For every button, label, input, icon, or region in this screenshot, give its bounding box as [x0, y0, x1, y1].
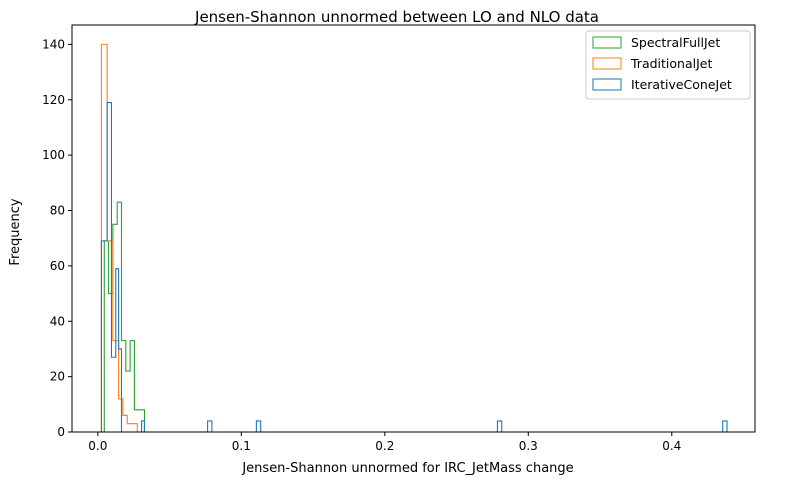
y-axis-ticks: 0 20 40 60 80 100 120 140 — [42, 37, 72, 439]
x-tick-label: 0.4 — [662, 439, 681, 453]
x-tick-label: 0.1 — [232, 439, 251, 453]
y-tick-label: 40 — [50, 314, 65, 328]
y-tick-label: 140 — [42, 37, 65, 51]
y-tick-label: 80 — [50, 204, 65, 218]
plot-area-frame — [71, 24, 756, 433]
y-tick-label: 20 — [50, 370, 65, 384]
legend-swatch-iterativeconejet — [592, 78, 622, 91]
y-tick-label: 100 — [42, 148, 65, 162]
x-tick-label: 0.0 — [88, 439, 107, 453]
x-axis-ticks: 0.0 0.1 0.2 0.3 0.4 — [88, 432, 681, 453]
y-tick-label: 60 — [50, 259, 65, 273]
chart-title: Jensen-Shannon unnormed between LO and N… — [194, 8, 599, 26]
histogram-step-iterativeconejet — [100, 101, 728, 432]
legend-swatch-traditionaljet — [592, 57, 622, 70]
legend-swatch-spectralfulljet — [592, 36, 622, 49]
x-tick-label: 0.2 — [375, 439, 394, 453]
series-layer — [100, 43, 728, 432]
legend: SpectralFullJet TraditionalJet Iterative… — [585, 30, 751, 100]
y-tick-label: 120 — [42, 93, 65, 107]
legend-frame — [585, 30, 751, 100]
legend-label-iterativeconejet: IterativeConeJet — [631, 77, 732, 92]
legend-label-traditionaljet: TraditionalJet — [630, 56, 712, 71]
y-tick-label: 0 — [57, 425, 65, 439]
y-axis-label: Frequency — [8, 198, 23, 265]
x-tick-label: 0.3 — [519, 439, 538, 453]
x-axis-label: Jensen-Shannon unnormed for IRC_JetMass … — [241, 461, 573, 476]
legend-label-spectralfulljet: SpectralFullJet — [631, 35, 720, 50]
histogram-step-spectralfulljet — [103, 201, 146, 432]
